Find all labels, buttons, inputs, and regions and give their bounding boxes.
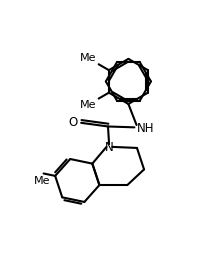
Text: Me: Me — [34, 176, 51, 186]
Text: O: O — [68, 116, 77, 129]
Text: NH: NH — [137, 122, 154, 135]
Text: Me: Me — [80, 100, 97, 110]
Text: Me: Me — [80, 53, 97, 63]
Text: N: N — [105, 142, 113, 154]
